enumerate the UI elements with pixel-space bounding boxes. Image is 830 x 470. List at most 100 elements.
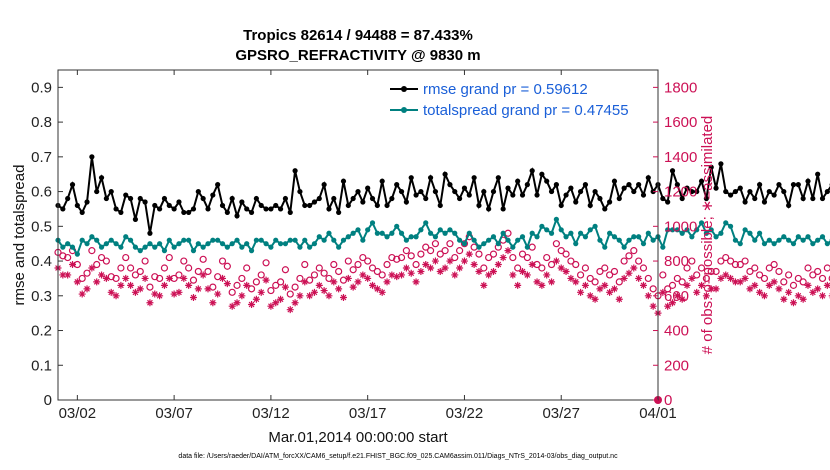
obs-possible-point (122, 253, 130, 262)
obs-possible-point (451, 253, 459, 262)
totalspread-point (331, 237, 337, 243)
obs-possible-point (151, 273, 159, 281)
obs-possible-point (789, 281, 798, 289)
totalspread-point (519, 234, 526, 240)
obs-possible-point (233, 281, 241, 289)
totalspread-point (190, 248, 197, 254)
totalspread-point (302, 237, 308, 243)
y-right-tick-label: 1800 (664, 79, 697, 96)
obs-assimilated-point (456, 264, 464, 272)
obs-possible-point (272, 281, 280, 289)
rmse-point (118, 209, 124, 216)
rmse-point (398, 188, 405, 195)
data-file-footnote: data file: /Users/raeder/DAI/ATM_forcXX/… (178, 453, 618, 460)
obs-assimilated-point (417, 267, 425, 275)
obs-assimilated-point (543, 271, 551, 279)
obs-assimilated-point (262, 276, 270, 284)
rmse-point (292, 168, 298, 174)
rmse-point (345, 202, 351, 209)
totalspread-point (219, 241, 226, 247)
totalspread-point (548, 230, 555, 236)
obs-assimilated-point (460, 257, 468, 265)
rmse-point (423, 195, 429, 202)
obs-assimilated-point (548, 278, 556, 286)
obs-assimilated-point (712, 285, 720, 293)
obs-possible-point (596, 267, 604, 276)
obs-possible-point (141, 257, 149, 265)
obs-possible-point (267, 286, 275, 295)
rmse-point (224, 209, 230, 216)
obs-possible-point (373, 267, 381, 276)
x-axis-label: Mar.01,2014 00:00:00 start (268, 429, 448, 446)
y-right-tick-label: 1000 (664, 218, 697, 235)
rmse-point (287, 209, 293, 216)
obs-possible-point (538, 264, 546, 272)
rmse-point (713, 185, 719, 191)
x-tick-label: 03/12 (252, 405, 290, 422)
totalspread-point (515, 237, 521, 243)
obs-assimilated-point (639, 281, 647, 289)
obs-assimilated-point (194, 285, 202, 293)
obs-possible-point (359, 253, 367, 262)
obs-assimilated-point (756, 288, 764, 296)
totalspread-point (355, 227, 361, 233)
legend-spread-marker (401, 107, 407, 113)
obs-assimilated-point (238, 292, 246, 300)
obs-possible-point (243, 264, 251, 272)
totalspread-point (210, 237, 216, 243)
obs-possible-point (218, 257, 227, 265)
rmse-point (645, 175, 651, 181)
obs-possible-point (88, 247, 96, 255)
rmse-point (723, 188, 729, 195)
obs-possible-point (441, 247, 449, 255)
totalspread-point (176, 241, 182, 247)
rmse-point (442, 171, 448, 177)
obs-assimilated-point (509, 271, 517, 279)
totalspread-point (132, 244, 139, 250)
totalspread-point (582, 234, 589, 240)
totalspread-point (684, 227, 690, 233)
y-left-tick-label: 0.4 (31, 253, 52, 270)
rmse-point (519, 192, 526, 198)
obs-possible-point (475, 250, 483, 258)
obs-possible-point (581, 264, 590, 272)
totalspread-point (727, 223, 734, 229)
rmse-point (447, 182, 453, 188)
obs-assimilated-point (228, 302, 236, 310)
obs-possible-point (586, 274, 594, 283)
series-obs-assimilated (54, 247, 830, 317)
rmse-point (142, 199, 148, 205)
obs-assimilated-point (785, 288, 793, 296)
obs-assimilated-point (722, 271, 730, 279)
rmse-point (757, 182, 763, 188)
rmse-point (176, 199, 182, 205)
totalspread-point (563, 234, 569, 240)
y-right-tick-label: 1600 (664, 114, 697, 131)
obs-assimilated-point (393, 273, 401, 281)
rmse-point (597, 195, 603, 202)
obs-possible-point (276, 278, 285, 286)
rmse-point (311, 199, 318, 205)
rmse-point (660, 195, 666, 202)
totalspread-point (336, 244, 342, 250)
obs-possible-point (480, 264, 488, 272)
totalspread-point (752, 237, 758, 243)
totalspread-point (776, 237, 782, 243)
obs-assimilated-point (339, 294, 347, 302)
totalspread-point (457, 237, 463, 243)
obs-assimilated-point (698, 281, 706, 289)
obs-assimilated-point (533, 278, 541, 286)
legend: rmse grand pr = 0.59612 totalspread gran… (388, 76, 644, 122)
y-left-tick-label: 0.1 (31, 357, 52, 374)
x-tick-label: 04/01 (639, 405, 677, 422)
obs-possible-point (557, 247, 565, 255)
obs-assimilated-point (620, 274, 628, 282)
rmse-point (732, 188, 739, 195)
totalspread-point (258, 237, 264, 243)
obs-assimilated-point (577, 288, 585, 296)
totalspread-point (810, 241, 816, 247)
obs-possible-point (828, 275, 830, 282)
totalspread-point (268, 244, 274, 250)
rmse-point (74, 202, 80, 209)
totalspread-point (186, 237, 192, 243)
